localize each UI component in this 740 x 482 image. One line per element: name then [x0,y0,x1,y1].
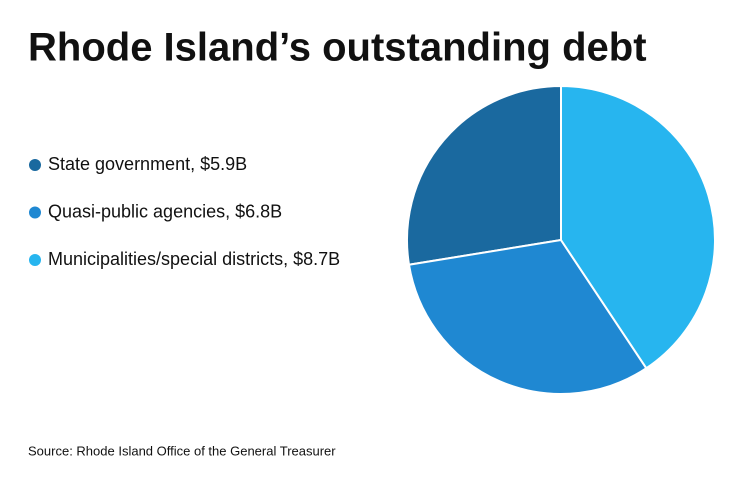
pie-slice [407,238,648,395]
pie-slice [560,84,716,370]
legend-marker [29,254,41,266]
pie-slice [406,84,562,266]
legend-label: Municipalities/special districts, $8.7B [48,249,340,269]
legend-label: State government, $5.9B [48,154,247,174]
legend-label: Quasi-public agencies, $6.8B [48,201,282,221]
legend-marker [29,206,41,219]
legend-marker [29,159,41,171]
source-note: Source: Rhode Island Office of the Gener… [28,443,336,458]
chart-title: Rhode Island’s outstanding debt [28,26,647,70]
